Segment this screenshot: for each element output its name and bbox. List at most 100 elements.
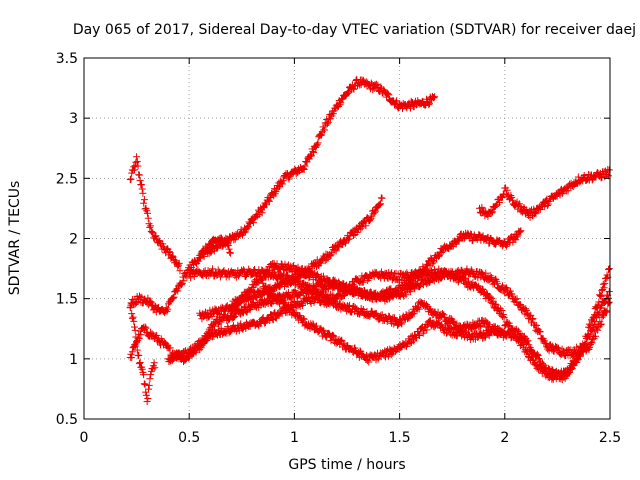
data-point bbox=[129, 313, 137, 321]
data-point bbox=[142, 324, 150, 332]
data-point bbox=[130, 317, 138, 325]
data-point bbox=[425, 101, 433, 109]
data-point bbox=[358, 223, 366, 231]
data-point bbox=[128, 354, 136, 362]
data-point bbox=[431, 93, 439, 101]
x-tick-label: 1 bbox=[290, 430, 299, 446]
data-point bbox=[241, 228, 249, 236]
data-point bbox=[421, 102, 429, 110]
data-point bbox=[243, 224, 251, 232]
data-point bbox=[226, 315, 234, 323]
data-point bbox=[312, 143, 320, 151]
data-point bbox=[135, 352, 143, 360]
data-point bbox=[605, 266, 613, 274]
data-point bbox=[146, 223, 154, 231]
data-point bbox=[249, 219, 257, 227]
x-tick-label: 1.5 bbox=[388, 430, 410, 446]
data-point bbox=[146, 375, 154, 383]
data-point bbox=[141, 205, 149, 213]
data-point bbox=[337, 95, 345, 103]
data-point bbox=[168, 252, 176, 260]
data-point bbox=[371, 209, 379, 217]
data-point bbox=[130, 163, 138, 171]
data-point bbox=[244, 223, 252, 231]
data-point bbox=[207, 248, 215, 256]
data-point bbox=[383, 89, 391, 97]
data-point bbox=[261, 300, 269, 308]
data-point bbox=[240, 229, 248, 237]
data-point bbox=[366, 216, 374, 224]
y-axis: 0.5 1 1.5 2 2.5 3 3.5 bbox=[56, 51, 610, 428]
data-point bbox=[166, 344, 174, 352]
data-point bbox=[313, 140, 321, 148]
data-point bbox=[141, 323, 149, 331]
data-point bbox=[145, 381, 153, 389]
data-point bbox=[138, 181, 146, 189]
data-point bbox=[148, 228, 156, 236]
data-point bbox=[136, 177, 144, 185]
data-point bbox=[326, 252, 334, 260]
data-point bbox=[175, 259, 183, 267]
data-point bbox=[128, 310, 136, 318]
data-point bbox=[128, 348, 136, 356]
data-point bbox=[147, 328, 155, 336]
data-point bbox=[262, 201, 270, 209]
data-point bbox=[143, 398, 151, 406]
data-point bbox=[339, 241, 347, 249]
x-tick-label: 0.5 bbox=[178, 430, 200, 446]
data-point bbox=[353, 228, 361, 236]
data-point bbox=[337, 99, 345, 107]
series-sat-early-high bbox=[126, 153, 184, 275]
y-tick-label: 2 bbox=[69, 232, 78, 248]
data-point bbox=[130, 166, 138, 174]
data-point bbox=[357, 225, 365, 233]
data-point bbox=[144, 209, 152, 217]
series-sat-mid-band bbox=[164, 293, 508, 366]
data-point bbox=[321, 126, 329, 134]
data-point bbox=[208, 312, 216, 320]
data-point bbox=[601, 279, 609, 287]
data-point bbox=[249, 295, 257, 303]
data-point bbox=[279, 177, 287, 185]
data-point bbox=[301, 162, 309, 170]
data-point bbox=[217, 318, 225, 326]
y-axis-label: SDTVAR / TECUs bbox=[7, 181, 23, 296]
data-point bbox=[241, 302, 249, 310]
data-point bbox=[251, 289, 259, 297]
data-point bbox=[345, 235, 353, 243]
x-tick-label: 0 bbox=[80, 430, 89, 446]
data-point bbox=[274, 184, 282, 192]
data-point bbox=[378, 194, 386, 202]
data-point bbox=[152, 232, 160, 240]
data-point bbox=[140, 196, 148, 204]
data-point bbox=[174, 262, 182, 270]
data-point bbox=[230, 236, 238, 244]
data-point bbox=[425, 100, 433, 108]
data-point bbox=[329, 110, 337, 118]
y-tick-label: 1.5 bbox=[56, 292, 78, 308]
data-point bbox=[377, 200, 385, 208]
data-point bbox=[334, 102, 342, 110]
y-tick-label: 2.5 bbox=[56, 171, 78, 187]
data-point bbox=[135, 171, 143, 179]
x-tick-label: 2.5 bbox=[599, 430, 621, 446]
data-point bbox=[324, 285, 332, 293]
data-point bbox=[318, 131, 326, 139]
data-point bbox=[136, 359, 144, 367]
series-sat-rising-mid bbox=[196, 194, 386, 323]
data-point bbox=[385, 91, 393, 99]
data-point bbox=[345, 89, 353, 97]
data-point bbox=[350, 85, 358, 93]
data-point bbox=[377, 83, 385, 91]
data-point bbox=[144, 214, 152, 222]
data-point bbox=[323, 255, 331, 263]
x-axis-label: GPS time / hours bbox=[288, 457, 405, 473]
data-point bbox=[406, 288, 414, 296]
data-point bbox=[265, 197, 273, 205]
data-point bbox=[392, 98, 400, 106]
data-point bbox=[339, 95, 347, 103]
data-point bbox=[131, 326, 139, 334]
data-point bbox=[406, 104, 414, 112]
data-point bbox=[227, 249, 235, 257]
data-point bbox=[252, 294, 260, 302]
